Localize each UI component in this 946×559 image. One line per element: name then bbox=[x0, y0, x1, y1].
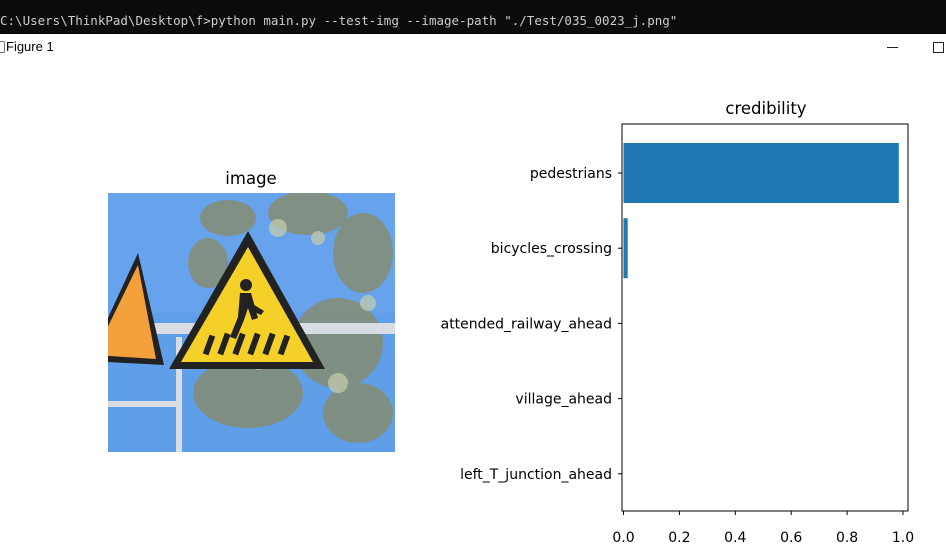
bar-pedestrians bbox=[623, 143, 899, 203]
x-tick-label: 1.0 bbox=[892, 530, 914, 546]
x-tick-label: 0.4 bbox=[724, 530, 746, 546]
y-tick-label: pedestrians bbox=[530, 166, 612, 182]
y-tick-label: village_ahead bbox=[515, 392, 612, 408]
window-title: Figure 1 bbox=[6, 39, 54, 54]
bar-layer bbox=[623, 143, 899, 279]
window-titlebar bbox=[0, 34, 946, 60]
y-tick-label: left_T_junction_ahead bbox=[460, 467, 612, 483]
y-tick-label: bicycles_crossing bbox=[491, 241, 612, 257]
y-axis: pedestrians bicycles_crossing attended_rai… bbox=[441, 166, 622, 483]
console-bar: C:\Users\ThinkPad\Desktop\f>python main.… bbox=[0, 0, 946, 34]
x-tick-label: 0.8 bbox=[836, 530, 858, 546]
image-panel-title: image bbox=[225, 169, 277, 188]
maximize-button[interactable] bbox=[926, 36, 946, 58]
x-tick-label: 0.0 bbox=[612, 530, 634, 546]
figure-window-icon bbox=[0, 41, 5, 53]
bar-bicycles_crossing bbox=[623, 218, 628, 279]
y-tick-label: attended_railway_ahead bbox=[441, 316, 612, 332]
x-axis: 0.0 0.2 0.4 0.6 0.8 1.0 bbox=[612, 511, 914, 546]
minimize-button[interactable] bbox=[880, 36, 904, 58]
x-tick-label: 0.6 bbox=[780, 530, 802, 546]
traffic-sign-image bbox=[108, 193, 395, 452]
chart-title: credibility bbox=[725, 99, 807, 118]
x-tick-label: 0.2 bbox=[668, 530, 690, 546]
plot-frame bbox=[621, 123, 909, 512]
console-command-text: C:\Users\ThinkPad\Desktop\f>python main.… bbox=[0, 13, 678, 28]
